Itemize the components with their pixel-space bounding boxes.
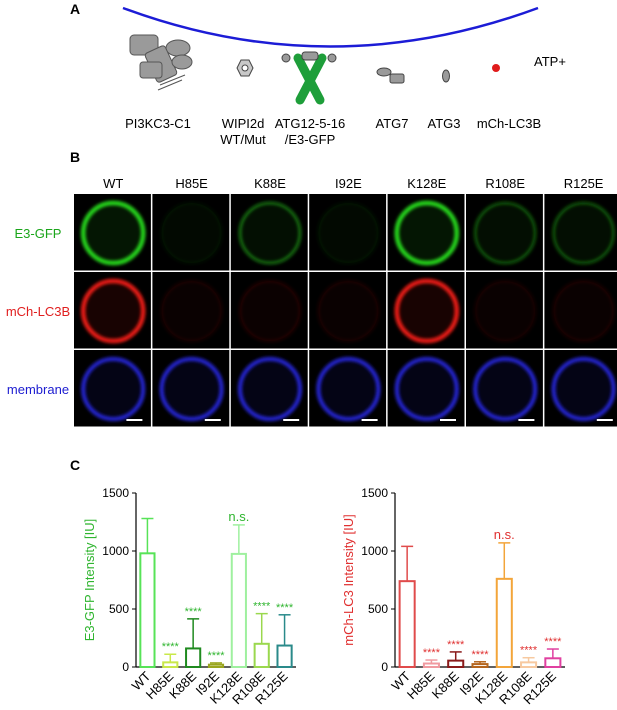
y-tick-label: 500 <box>109 602 129 616</box>
y-tick-label: 1000 <box>361 544 388 558</box>
micrograph-membrane-k128e <box>387 350 465 427</box>
bar-r125e <box>276 644 293 668</box>
micrograph-membrane-r125e <box>544 350 617 427</box>
micrograph-e3-gfp-h85e <box>152 194 230 271</box>
atp-label: ATP+ <box>534 54 566 69</box>
y-tick-label: 500 <box>368 602 388 616</box>
row-label-e3-gfp: E3-GFP <box>15 226 62 241</box>
bar-wt <box>398 580 416 668</box>
y-tick-label: 1500 <box>102 486 129 500</box>
micrograph-e3-gfp-k88e <box>230 194 308 271</box>
bar-r108e <box>253 642 270 668</box>
atg3-icon <box>442 69 450 83</box>
column-header-r125e: R125E <box>564 176 604 191</box>
significance-label: **** <box>520 645 538 657</box>
bar-r125e <box>544 657 562 668</box>
column-header-wt: WT <box>103 176 123 191</box>
y-axis-label: E3-GFP Intensity [IU] <box>82 519 97 642</box>
column-header-h85e: H85E <box>175 176 208 191</box>
label-atg3: ATG3 <box>428 116 461 131</box>
row-label-mch-lc3b: mCh-LC3B <box>6 304 70 319</box>
label-wt-mut: WT/Mut <box>220 132 266 147</box>
micrograph-mch-lc3b-r125e <box>544 272 617 349</box>
panel-c-letter: C <box>70 457 80 473</box>
significance-label: **** <box>471 649 489 661</box>
significance-label: **** <box>253 601 271 613</box>
micrograph-mch-lc3b-k128e <box>387 272 465 349</box>
micrograph-membrane-i92e <box>309 350 387 427</box>
micrograph-e3-gfp-r125e <box>544 194 617 271</box>
micrograph-membrane-k88e <box>230 350 308 427</box>
x-tick-label-k88e: K88E <box>429 668 462 701</box>
micrograph-mch-lc3b-wt <box>74 272 151 349</box>
significance-label: **** <box>447 639 465 651</box>
micrograph-mch-lc3b-i92e <box>309 272 387 349</box>
bar-k128e <box>495 577 513 669</box>
atg7-icon <box>376 67 405 84</box>
significance-label: n.s. <box>494 527 515 542</box>
significance-label: **** <box>185 606 203 618</box>
micrograph-mch-lc3b-h85e <box>152 272 230 349</box>
significance-label: n.s. <box>228 509 249 524</box>
panel-b-letter: B <box>70 149 80 165</box>
pi3kc3-c1-icon <box>129 34 193 91</box>
label-atg7: ATG7 <box>376 116 409 131</box>
bar-i92e <box>471 663 489 668</box>
column-header-i92e: I92E <box>335 176 362 191</box>
y-tick-label: 0 <box>122 660 129 674</box>
mch-lc3b-dot <box>492 64 500 72</box>
label-atg12-5-16: ATG12-5-16 <box>275 116 346 131</box>
membrane-curve <box>122 6 539 48</box>
atg12-5-16-e3-gfp-icon <box>281 51 337 105</box>
column-header-k128e: K128E <box>407 176 446 191</box>
micrograph-e3-gfp-r108e <box>466 194 543 271</box>
micrograph-mch-lc3b-k88e <box>230 272 308 349</box>
significance-label: **** <box>423 647 441 659</box>
significance-label: **** <box>207 650 225 662</box>
bar-i92e <box>207 663 225 668</box>
micrograph-e3-gfp-i92e <box>309 194 387 271</box>
micrograph-grid: WT H85E K88E I92E K128E R108E R125E E3-GFP mCh-L… <box>6 176 617 427</box>
micrograph-membrane-r108e <box>466 350 543 427</box>
significance-label: **** <box>276 602 294 614</box>
panel-a-letter: A <box>70 1 80 17</box>
micrograph-membrane-h85e <box>152 350 230 427</box>
y-axis-label: mCh-LC3 Intensity [IU] <box>341 514 356 646</box>
bar-k88e <box>185 647 202 669</box>
bar-k128e <box>230 552 247 669</box>
bar-r108e <box>520 661 538 668</box>
column-header-r108e: R108E <box>485 176 525 191</box>
wipi2d-icon <box>236 59 254 77</box>
label-mch-lc3b: mCh-LC3B <box>477 116 541 131</box>
micrograph-e3-gfp-k128e <box>387 194 465 271</box>
micrograph-membrane-wt <box>74 350 151 427</box>
label-e3-gfp: /E3-GFP <box>285 132 336 147</box>
y-tick-label: 1000 <box>102 544 129 558</box>
bar-k88e <box>447 659 465 668</box>
label-wipi2d: WIPI2d <box>222 116 265 131</box>
bar-h85e <box>422 662 440 669</box>
y-tick-label: 1500 <box>361 486 388 500</box>
micrograph-e3-gfp-wt <box>74 194 151 271</box>
significance-label: **** <box>162 641 180 653</box>
row-label-membrane: membrane <box>7 382 69 397</box>
bar-h85e <box>162 661 179 668</box>
micrograph-mch-lc3b-r108e <box>466 272 543 349</box>
significance-label: **** <box>544 636 562 648</box>
column-header-k88e: K88E <box>254 176 286 191</box>
bar-wt <box>139 552 156 669</box>
label-pi3kc3-c1: PI3KC3-C1 <box>125 116 191 131</box>
x-tick-label-h85e: H85E <box>404 668 438 702</box>
y-tick-label: 0 <box>381 660 388 674</box>
